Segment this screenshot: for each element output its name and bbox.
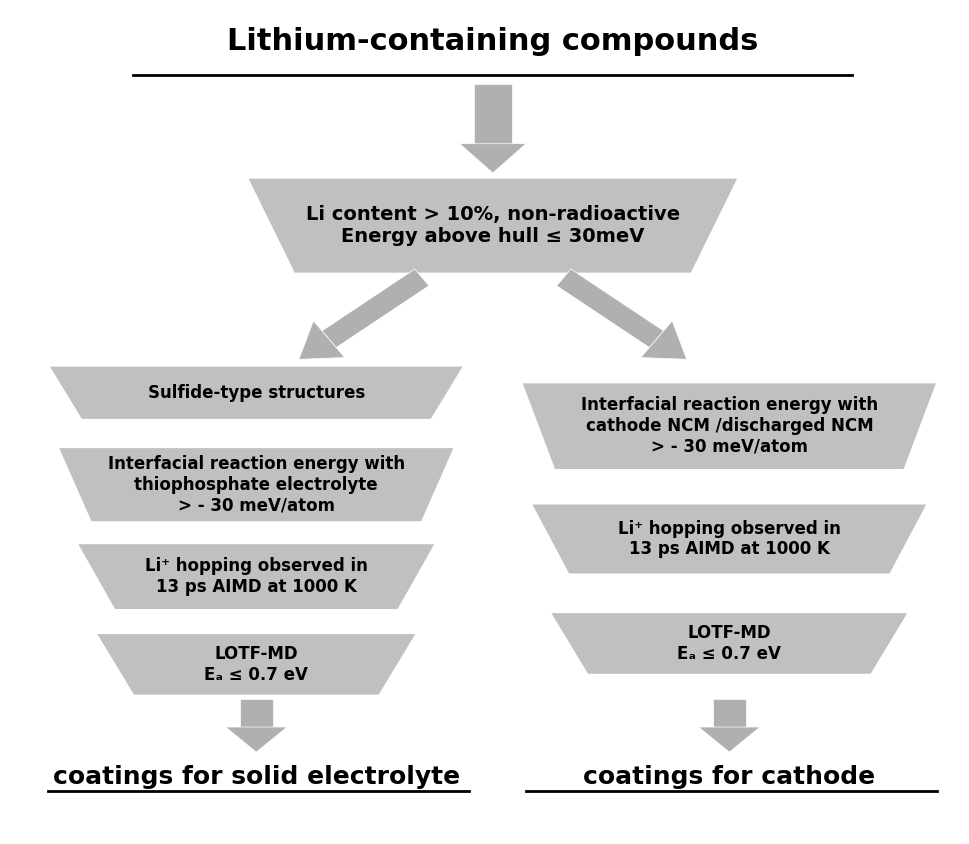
Polygon shape xyxy=(698,727,760,752)
Polygon shape xyxy=(459,143,525,173)
Text: LOTF-MD
Eₐ ≤ 0.7 eV: LOTF-MD Eₐ ≤ 0.7 eV xyxy=(204,645,308,684)
Text: Lithium-containing compounds: Lithium-containing compounds xyxy=(227,27,758,57)
Polygon shape xyxy=(322,269,428,348)
Polygon shape xyxy=(474,84,512,143)
Polygon shape xyxy=(95,633,417,695)
Polygon shape xyxy=(226,727,287,752)
Text: Li⁺ hopping observed in
13 ps AIMD at 1000 K: Li⁺ hopping observed in 13 ps AIMD at 10… xyxy=(617,520,840,559)
Text: Li content > 10%, non-radioactive
Energy above hull ≤ 30meV: Li content > 10%, non-radioactive Energy… xyxy=(305,205,679,246)
Polygon shape xyxy=(549,612,908,675)
Polygon shape xyxy=(77,544,436,610)
Polygon shape xyxy=(239,700,272,727)
Polygon shape xyxy=(520,382,936,470)
Polygon shape xyxy=(298,321,344,360)
Text: coatings for solid electrolyte: coatings for solid electrolyte xyxy=(52,766,459,789)
Polygon shape xyxy=(57,447,454,522)
Text: Li⁺ hopping observed in
13 ps AIMD at 1000 K: Li⁺ hopping observed in 13 ps AIMD at 10… xyxy=(144,557,367,596)
Polygon shape xyxy=(556,269,663,348)
Text: Sulfide-type structures: Sulfide-type structures xyxy=(147,384,364,402)
Polygon shape xyxy=(246,177,738,273)
Text: Interfacial reaction energy with
thiophosphate electrolyte
> - 30 meV/atom: Interfacial reaction energy with thiopho… xyxy=(108,455,404,515)
Text: Interfacial reaction energy with
cathode NCM /discharged NCM
> - 30 meV/atom: Interfacial reaction energy with cathode… xyxy=(580,397,877,456)
Polygon shape xyxy=(641,321,686,360)
Polygon shape xyxy=(530,504,927,575)
Text: coatings for cathode: coatings for cathode xyxy=(582,766,874,789)
Polygon shape xyxy=(712,700,745,727)
Polygon shape xyxy=(48,365,464,420)
Text: LOTF-MD
Eₐ ≤ 0.7 eV: LOTF-MD Eₐ ≤ 0.7 eV xyxy=(676,624,780,663)
